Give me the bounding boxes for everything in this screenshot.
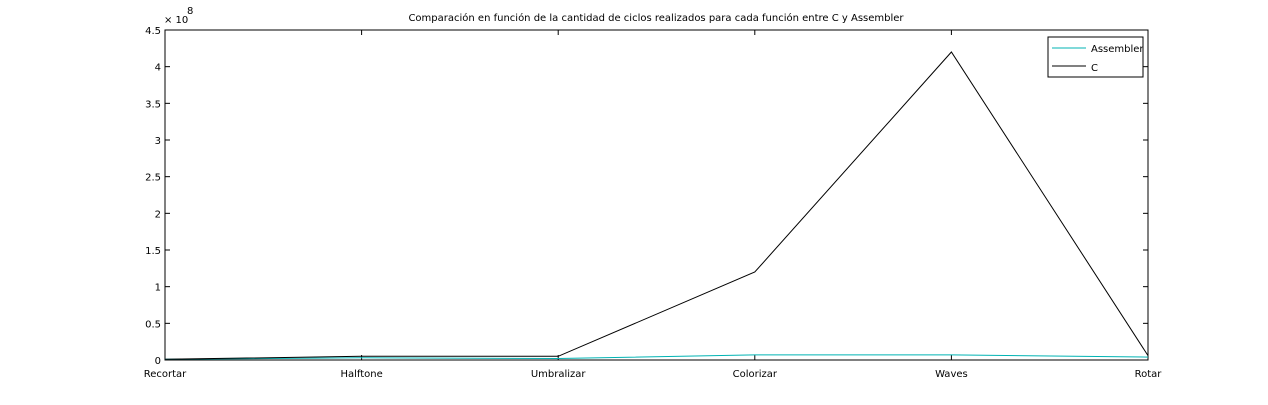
x-tick-label: Colorizar (733, 369, 778, 380)
x-tick-label: Rotar (1135, 369, 1163, 380)
x-tick-label: Halftone (340, 369, 382, 380)
series-line-assembler (164, 354, 1149, 360)
legend: Assembler C (1047, 36, 1144, 78)
y-tick-label: 4.5 (145, 26, 161, 37)
y-exponent-base: × 10 (164, 15, 188, 26)
y-tick-label: 1 (155, 283, 161, 294)
legend-label-c: C (1091, 63, 1098, 74)
legend-box (1047, 36, 1144, 78)
series-lines (164, 51, 1149, 360)
x-tick-label: Umbralizar (531, 369, 587, 380)
y-axis-exponent: × 10 8 (164, 6, 193, 26)
y-tick-label: 1.5 (145, 246, 161, 257)
y-tick-label: 3 (155, 136, 161, 147)
x-tick-label: Waves (935, 369, 968, 380)
legend-label-assembler: Assembler (1091, 44, 1144, 55)
chart-title: Comparación en función de la cantidad de… (408, 12, 904, 24)
series-line-c (164, 51, 1149, 360)
y-tick-label: 0 (155, 356, 161, 367)
y-tick-label: 4 (155, 63, 161, 74)
y-tick-label: 2 (155, 209, 161, 220)
y-exponent-power: 8 (187, 6, 193, 17)
y-tick-label: 0.5 (145, 319, 161, 330)
x-tick-label: Recortar (144, 369, 187, 380)
plot-area (164, 29, 1149, 361)
y-tick-label: 3.5 (145, 99, 161, 110)
y-tick-label: 2.5 (145, 173, 161, 184)
axes: 0 0.5 1 1.5 2 2.5 3 3.5 4 4.5 Recortar Halftone Umbr… (144, 26, 1163, 380)
